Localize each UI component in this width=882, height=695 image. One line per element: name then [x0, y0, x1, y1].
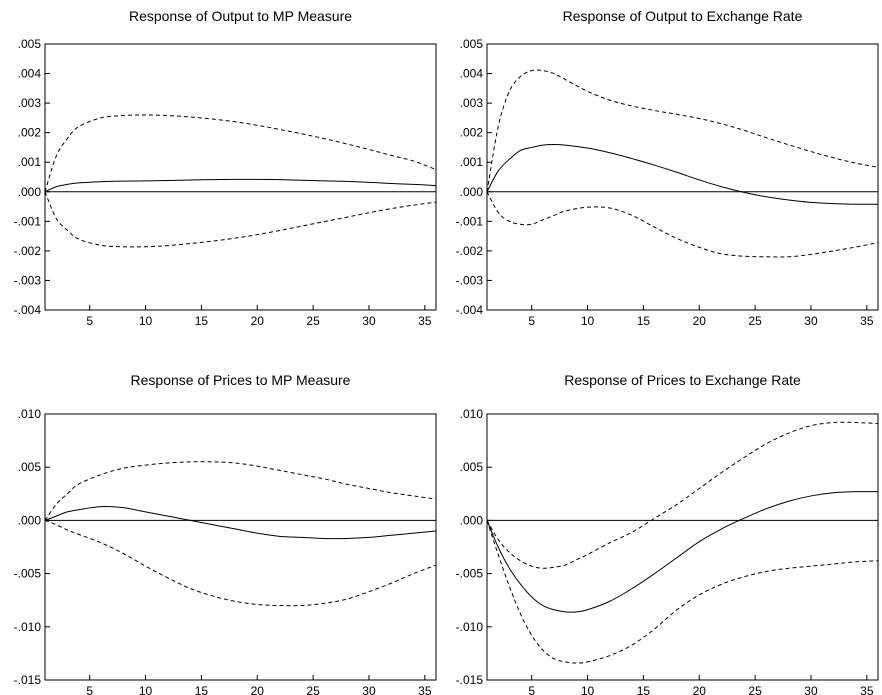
y-tick-label: -.004	[14, 303, 42, 317]
y-tick-label: -.003	[456, 273, 484, 287]
y-tick-label: .001	[460, 155, 484, 169]
x-tick-label: 5	[528, 314, 535, 328]
plot-frame	[44, 413, 437, 681]
y-tick-label: -.002	[456, 244, 484, 258]
x-tick-label: 10	[581, 684, 595, 695]
chart-panel-3: Response of Prices to MP Measure .010 .005…	[14, 372, 437, 695]
y-tick-label: -.001	[14, 214, 42, 228]
x-tick-label: 20	[251, 684, 265, 695]
lower-band-line	[44, 519, 437, 607]
chart-panel-1: Response of Output to MP Measure .005 .004…	[14, 8, 437, 328]
x-tick-label: 20	[251, 314, 265, 328]
response-line	[486, 491, 879, 613]
plot-frame	[486, 43, 879, 311]
x-tick-label: 10	[139, 684, 153, 695]
y-tick-label: .004	[460, 67, 484, 81]
chart-title: Response of Output to MP Measure	[129, 8, 352, 24]
y-tick-label: -.005	[456, 567, 484, 581]
x-tick-label: 5	[86, 314, 93, 328]
y-tick-label: .001	[18, 155, 42, 169]
lower-band-line	[44, 191, 437, 248]
chart-panel-2: Response of Output to Exchange Rate .005.…	[456, 8, 879, 328]
y-tick-label: -.002	[14, 244, 42, 258]
plot-frame	[486, 413, 879, 681]
response-line	[44, 505, 437, 540]
lower-band-line	[486, 520, 879, 664]
x-tick-label: 25	[748, 684, 762, 695]
plot-frame	[44, 43, 437, 311]
upper-band-line	[486, 69, 879, 192]
chart-title: Response of Output to Exchange Rate	[563, 8, 803, 24]
y-tick-label: .005	[18, 37, 42, 51]
response-line	[486, 143, 879, 205]
x-tick-label: 15	[195, 684, 209, 695]
y-tick-label: -.004	[456, 303, 484, 317]
y-tick-label: .000	[460, 513, 484, 527]
chart-title: Response of Prices to Exchange Rate	[564, 372, 801, 388]
y-tick-label: .004	[18, 67, 42, 81]
x-tick-label: 30	[804, 684, 818, 695]
x-tick-label: 30	[362, 684, 376, 695]
response-line	[44, 178, 437, 193]
x-tick-label: 35	[418, 684, 432, 695]
y-tick-label: .000	[18, 513, 42, 527]
chart-title: Response of Prices to MP Measure	[131, 372, 351, 388]
y-tick-label: .010	[460, 407, 484, 421]
chart-panel-4: Response of Prices to Exchange Rate .010.…	[456, 372, 879, 695]
x-tick-label: 25	[748, 314, 762, 328]
x-tick-label: 25	[306, 314, 320, 328]
y-tick-label: .000	[18, 185, 42, 199]
x-tick-label: 30	[804, 314, 818, 328]
upper-band-line	[44, 114, 437, 192]
y-tick-label: .010	[18, 407, 42, 421]
x-tick-label: 15	[637, 314, 651, 328]
lower-band-line	[486, 191, 879, 258]
y-tick-label: -.010	[14, 620, 42, 634]
x-tick-label: 10	[139, 314, 153, 328]
y-tick-label: -.001	[456, 214, 484, 228]
x-tick-label: 10	[581, 314, 595, 328]
y-tick-label: -.010	[456, 620, 484, 634]
upper-band-line	[44, 461, 437, 521]
y-tick-label: .000	[460, 185, 484, 199]
x-tick-label: 20	[693, 314, 707, 328]
x-tick-label: 5	[86, 684, 93, 695]
y-tick-label: .005	[460, 460, 484, 474]
x-tick-label: 5	[528, 684, 535, 695]
y-tick-label: .003	[18, 96, 42, 110]
y-tick-label: .005	[460, 37, 484, 51]
x-tick-label: 15	[637, 684, 651, 695]
y-tick-label: -.003	[14, 273, 42, 287]
y-tick-label: -.005	[14, 567, 42, 581]
x-tick-label: 25	[306, 684, 320, 695]
y-tick-label: -.015	[456, 673, 484, 687]
x-tick-label: 20	[693, 684, 707, 695]
y-tick-label: .005	[18, 460, 42, 474]
x-tick-label: 35	[418, 314, 432, 328]
upper-band-line	[486, 421, 879, 569]
y-tick-label: .002	[18, 126, 42, 140]
y-tick-label: .002	[460, 126, 484, 140]
y-tick-label: -.015	[14, 673, 42, 687]
y-tick-label: .003	[460, 96, 484, 110]
x-tick-label: 35	[860, 314, 874, 328]
x-tick-label: 35	[860, 684, 874, 695]
x-tick-label: 15	[195, 314, 209, 328]
x-tick-label: 30	[362, 314, 376, 328]
